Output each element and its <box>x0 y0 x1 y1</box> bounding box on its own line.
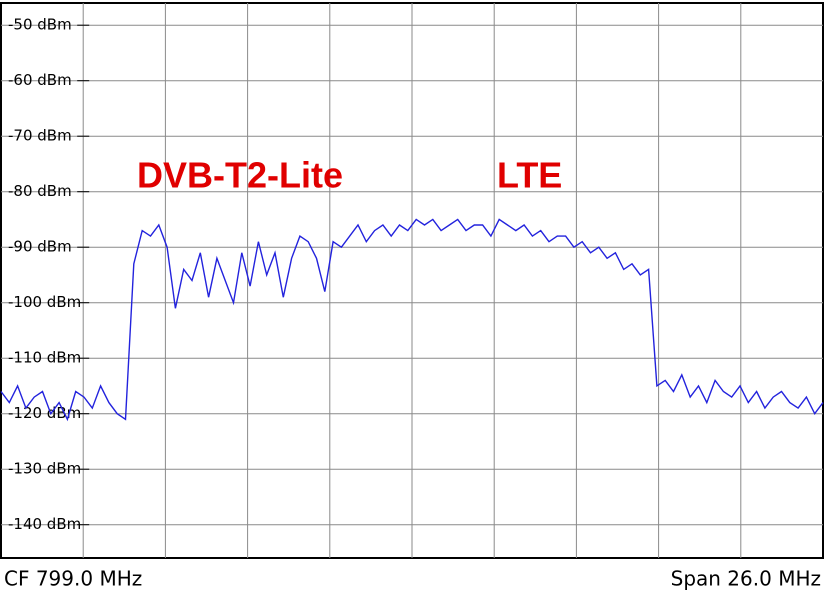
y-tick-label: -110 dBm <box>8 349 81 367</box>
y-tick-label: -130 dBm <box>8 460 81 478</box>
y-tick-label: -140 dBm <box>8 515 81 533</box>
y-tick-label: -120 dBm <box>8 404 81 422</box>
y-tick-label: -60 dBm <box>8 71 72 89</box>
y-tick-label: -80 dBm <box>8 182 72 200</box>
spectrum-trace <box>0 218 824 422</box>
y-tick-label: -100 dBm <box>8 293 81 311</box>
y-tick-label: -70 dBm <box>8 127 72 145</box>
annotation: LTE <box>497 155 562 196</box>
y-tick-label: -90 dBm <box>8 238 72 256</box>
center-frequency: CF 799.0 MHz <box>4 567 142 591</box>
y-tick-label: -50 dBm <box>8 16 72 34</box>
span: Span 26.0 MHz <box>671 567 821 591</box>
annotation: DVB-T2-Lite <box>137 155 343 196</box>
